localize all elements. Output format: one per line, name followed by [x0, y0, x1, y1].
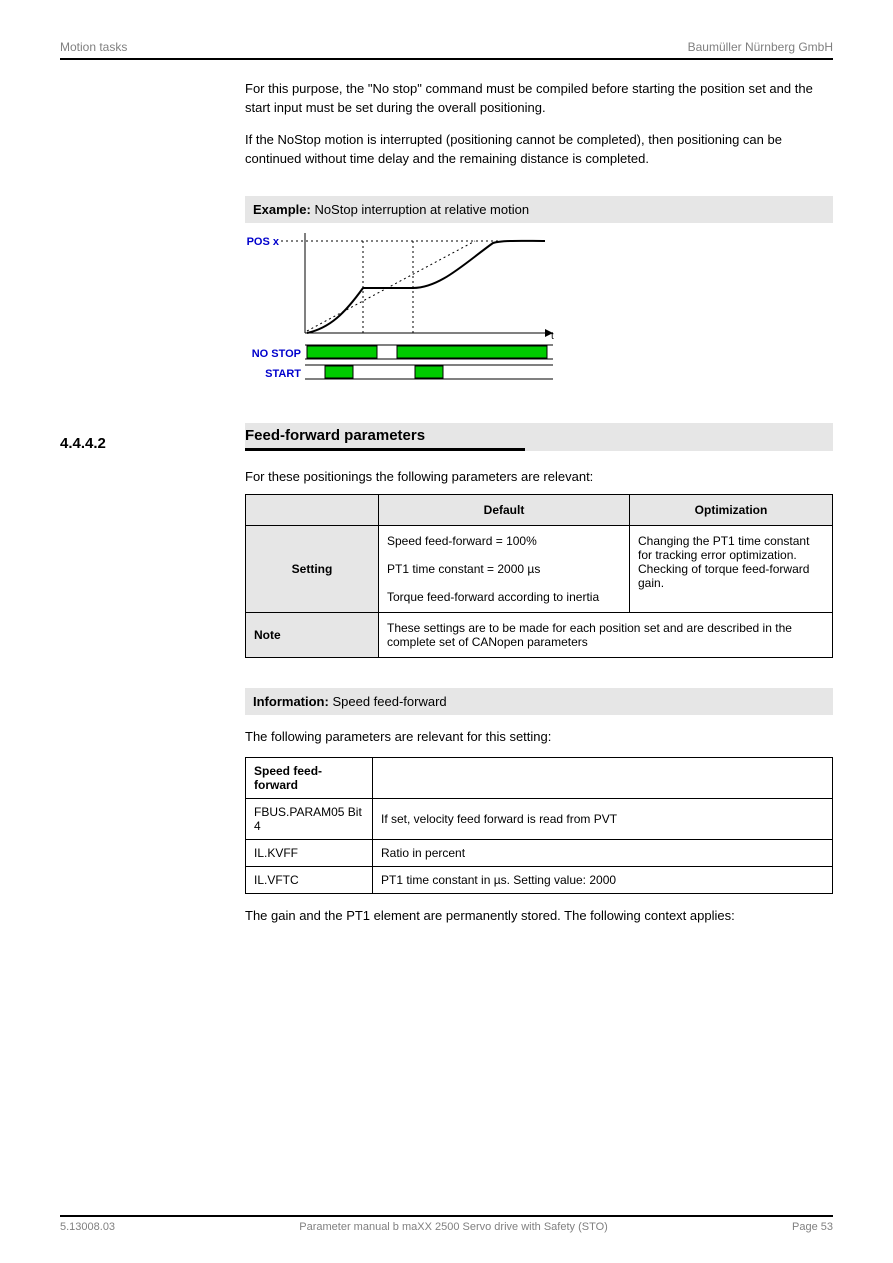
header-right: Baumüller Nürnberg GmbH	[688, 40, 833, 54]
info-after-text: The gain and the PT1 element are permane…	[245, 907, 833, 926]
header-left: Motion tasks	[60, 40, 127, 54]
page-header: Motion tasks Baumüller Nürnberg GmbH	[60, 40, 833, 60]
info-cell-2-0: IL.KVFF	[246, 840, 373, 867]
param-table-header-default: Default	[379, 495, 630, 526]
example-caption: NoStop interruption at relative motion	[314, 202, 529, 217]
param-table-row-note: Note These settings are to be made for e…	[246, 613, 833, 658]
info-intro: The following parameters are relevant fo…	[245, 728, 833, 747]
info-cell-1-1: If set, velocity feed forward is read fr…	[373, 799, 833, 840]
info-table: Speed feed-forward FBUS.PARAM05 Bit 4 If…	[245, 757, 833, 894]
diagram-nostop-bar-2	[397, 346, 547, 358]
info-cell-3-0: IL.VFTC	[246, 867, 373, 894]
footer-center: Parameter manual b maXX 2500 Servo drive…	[299, 1221, 608, 1233]
param-default-item-1: Speed feed-forward = 100%	[387, 534, 537, 548]
footer-left: 5.13008.03	[60, 1221, 115, 1233]
param-table-row-setting: Setting Speed feed-forward = 100% PT1 ti…	[246, 526, 833, 613]
info-cell-1-0: FBUS.PARAM05 Bit 4	[246, 799, 373, 840]
info-heading-label: Information:	[253, 694, 329, 709]
param-default-item-2: PT1 time constant = 2000 µs	[387, 562, 540, 576]
timing-diagram: POS x NO STOP START t	[245, 233, 565, 393]
footer-right: Page 53	[792, 1221, 833, 1233]
info-cell-0-0: Speed feed-forward	[246, 758, 373, 799]
example-heading: Example: NoStop interruption at relative…	[245, 196, 833, 223]
body-text-1: For this purpose, the "No stop" command …	[245, 80, 833, 118]
diagram-nostop-bar-1	[307, 346, 377, 358]
diagram-label-pos: POS x	[247, 236, 280, 248]
subsection-number: 4.4.4.2	[60, 435, 106, 452]
subsection-title: Feed-forward parameters	[245, 423, 525, 451]
diagram-start-bar-2	[415, 366, 443, 378]
param-default-item-3: Torque feed-forward according to inertia	[387, 590, 599, 604]
param-opt-cell: Changing the PT1 time constant for track…	[630, 526, 833, 613]
page-footer: 5.13008.03 Parameter manual b maXX 2500 …	[60, 1215, 833, 1233]
param-row-head-note: Note	[246, 613, 379, 658]
info-cell-3-1: PT1 time constant in µs. Setting value: …	[373, 867, 833, 894]
diagram-curve	[307, 241, 545, 333]
info-cell-2-1: Ratio in percent	[373, 840, 833, 867]
example-label: Example:	[253, 202, 311, 217]
param-table-header-opt: Optimization	[630, 495, 833, 526]
param-note-cell: These settings are to be made for each p…	[379, 613, 833, 658]
param-default-cell: Speed feed-forward = 100% PT1 time const…	[379, 526, 630, 613]
diagram-label-start: START	[265, 368, 301, 380]
param-row-head-setting: Setting	[246, 526, 379, 613]
info-cell-0-1	[373, 758, 833, 799]
diagram-start-bar-1	[325, 366, 353, 378]
subsection-intro: For these positionings the following par…	[245, 469, 833, 484]
param-table-header-blank	[246, 495, 379, 526]
parameter-table: Default Optimization Setting Speed feed-…	[245, 494, 833, 658]
info-heading: Information: Speed feed-forward	[245, 688, 833, 715]
subsection-bar: Feed-forward parameters	[245, 423, 833, 451]
body-text-2: If the NoStop motion is interrupted (pos…	[245, 131, 833, 169]
diagram-label-nostop: NO STOP	[252, 348, 301, 360]
info-heading-text: Speed feed-forward	[332, 694, 446, 709]
